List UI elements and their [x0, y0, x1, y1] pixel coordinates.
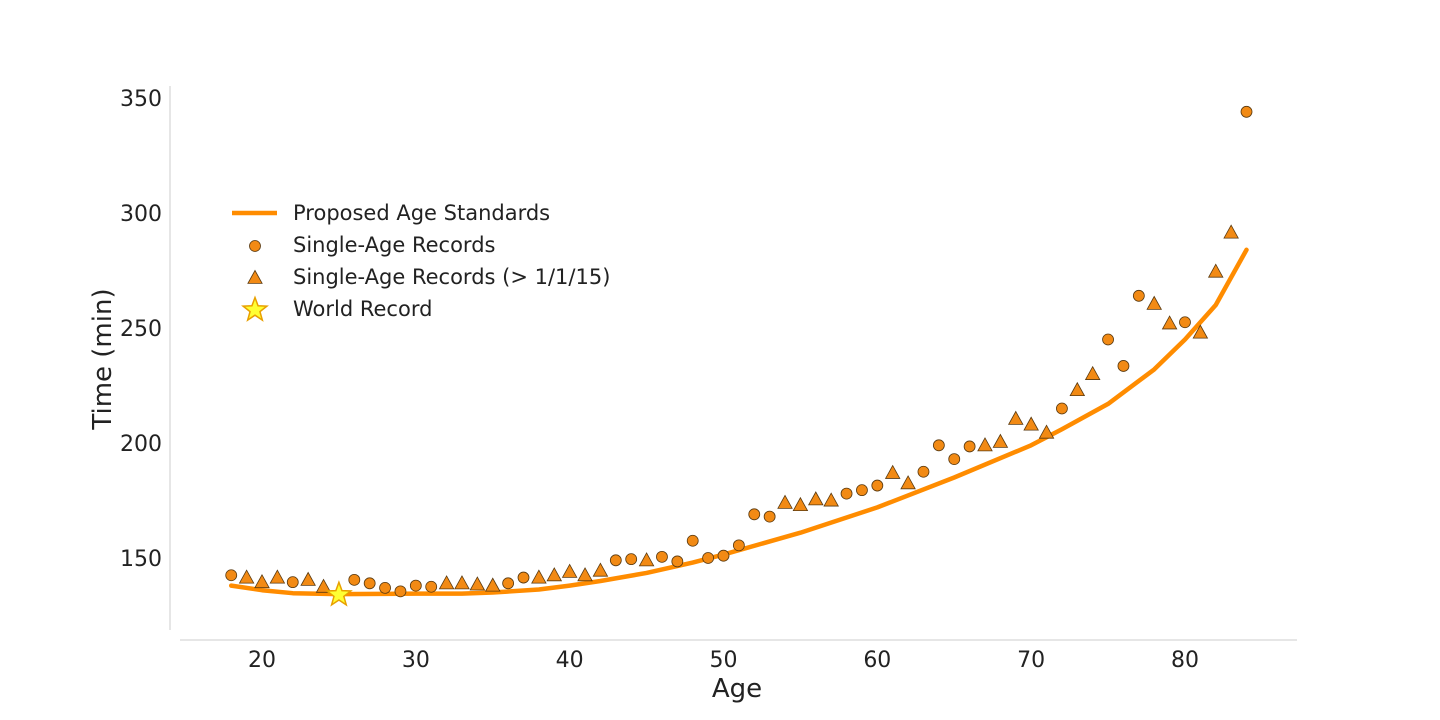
world-record-point [324, 580, 353, 607]
y-tick-label: 150 [120, 547, 162, 572]
single-age-record-recent-point [638, 552, 655, 567]
single-age-record-recent-point [977, 437, 993, 452]
x-axis-title: Age [712, 674, 762, 704]
single-age-record-point [763, 510, 776, 523]
legend-triangle-swatch [247, 269, 263, 284]
legend: Proposed Age Standards Single-Age Records… [232, 201, 610, 322]
single-age-record-recent-point [1038, 424, 1055, 439]
single-age-record-recent-point [592, 562, 609, 577]
single-age-record-point [394, 585, 407, 598]
single-age-record-recent-point [438, 575, 455, 590]
y-tick-label: 300 [120, 202, 162, 227]
single-age-record-point [348, 573, 361, 586]
single-age-record-point [932, 439, 945, 452]
single-age-record-point [409, 579, 422, 592]
single-age-record-point [609, 554, 622, 567]
y-tick-label: 350 [120, 87, 162, 112]
single-age-record-point [1056, 402, 1068, 415]
single-age-record-point [748, 508, 761, 521]
single-age-record-point [1179, 316, 1191, 329]
single-age-record-recent-point [992, 433, 1009, 448]
single-age-record-point [1102, 333, 1114, 346]
single-age-record-recent-point [577, 567, 593, 582]
single-age-record-point [732, 539, 745, 552]
single-age-record-point [1132, 289, 1145, 302]
legend-label-proposed-age-standards: Proposed Age Standards [293, 201, 550, 225]
single-age-record-point [286, 576, 299, 589]
legend-circle-swatch [249, 240, 261, 252]
single-age-record-recent-point [531, 569, 547, 584]
x-tick-label: 20 [248, 648, 276, 673]
single-age-record-point [686, 534, 699, 547]
single-age-record-point [502, 577, 515, 590]
legend-label-single-age-records-1-1-15: Single-Age Records (> 1/1/15) [293, 265, 610, 289]
legend-label-world-record: World Record [293, 297, 432, 321]
single-age-record-point [425, 580, 438, 593]
single-age-record-point [840, 487, 853, 500]
single-age-record-recent-point [807, 491, 824, 506]
single-age-record-recent-point [454, 575, 470, 590]
y-tick-label: 200 [120, 432, 162, 457]
single-age-record-recent-point [269, 569, 286, 584]
single-age-record-recent-point [1007, 410, 1024, 425]
single-age-record-point [963, 440, 976, 453]
single-age-record-point [1117, 360, 1130, 372]
single-age-record-point [379, 582, 391, 594]
x-tick-label: 50 [709, 648, 737, 673]
x-tick-labels: 20 30 40 50 60 70 80 [248, 648, 1199, 673]
single-age-record-recent-point [1084, 365, 1101, 380]
x-tick-label: 40 [556, 648, 584, 673]
single-age-record-point [948, 453, 961, 466]
single-age-record-recent-point [1223, 224, 1239, 239]
single-age-record-point [363, 577, 376, 590]
x-tick-label: 30 [402, 648, 430, 673]
legend-star-swatch [241, 295, 269, 322]
single-age-record-recent-point [1069, 381, 1086, 397]
single-age-record-recent-point [823, 492, 839, 507]
series-line-proposed-age-standards [228, 247, 1249, 597]
x-tick-label: 70 [1017, 648, 1045, 673]
x-tick-label: 80 [1171, 648, 1199, 673]
single-age-record-point [656, 550, 668, 563]
single-age-record-recent-point [1207, 263, 1224, 278]
single-age-record-recent-point [792, 496, 809, 512]
single-age-record-point [702, 552, 715, 564]
single-age-record-recent-point [1023, 416, 1039, 431]
y-axis-title: Time (min) [88, 288, 118, 430]
x-tick-label: 60 [863, 648, 891, 673]
single-age-record-point [871, 479, 884, 492]
single-age-record-recent-point [777, 494, 793, 509]
y-tick-label: 250 [120, 317, 162, 342]
single-age-record-recent-point [884, 464, 901, 479]
single-age-record-recent-point [300, 571, 316, 586]
single-age-record-point [625, 553, 638, 566]
single-age-record-recent-point [484, 577, 501, 592]
single-age-record-point [225, 569, 238, 582]
legend-label-single-age-records: Single-Age Records [293, 233, 495, 257]
single-age-record-recent-point [561, 563, 578, 578]
single-age-record-point [671, 555, 684, 568]
single-age-record-recent-point [469, 576, 486, 591]
single-age-record-recent-point [238, 569, 255, 584]
single-age-record-point [856, 484, 868, 497]
single-age-record-recent-point [1192, 324, 1209, 339]
single-age-record-recent-point [254, 573, 270, 589]
plot-area [225, 105, 1253, 607]
single-age-record-recent-point [1161, 315, 1178, 330]
single-age-record-recent-point [900, 475, 916, 490]
single-age-record-recent-point [315, 578, 332, 593]
single-age-record-point [517, 571, 530, 584]
single-age-record-point [717, 549, 730, 562]
y-tick-labels: 150 200 250 300 350 [120, 87, 162, 572]
single-age-record-recent-point [546, 567, 563, 582]
single-age-record-point [1240, 105, 1253, 118]
single-age-record-point [917, 465, 930, 478]
single-age-record-recent-point [1146, 295, 1163, 310]
